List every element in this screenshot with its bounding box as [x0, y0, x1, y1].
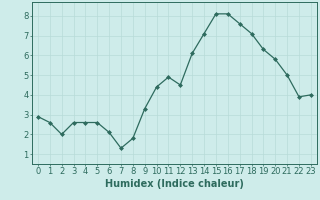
X-axis label: Humidex (Indice chaleur): Humidex (Indice chaleur): [105, 179, 244, 189]
